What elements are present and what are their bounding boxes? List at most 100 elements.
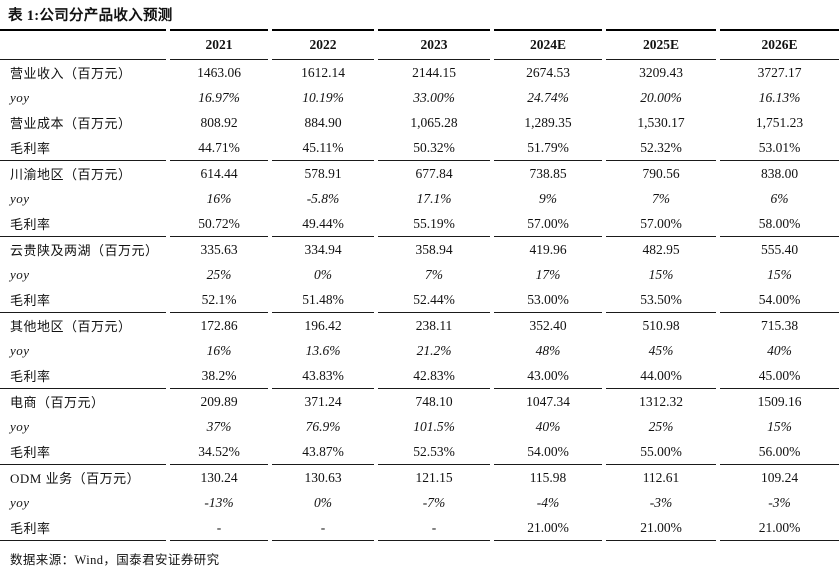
table-row: 毛利率 38.2% 43.83% 42.83% 43.00% 44.00% 45.00% — [0, 363, 839, 389]
table-cell: 44.00% — [606, 363, 716, 389]
table-cell: 37% — [206, 418, 232, 434]
row-label: 毛利率 — [0, 211, 166, 237]
table-cell: 43.00% — [494, 363, 602, 389]
table-cell: -4% — [536, 494, 560, 510]
table-cell: 352.40 — [529, 317, 567, 333]
header-empty-cell — [0, 29, 166, 60]
row-label: yoy — [10, 494, 30, 510]
table-cell: 109.24 — [760, 469, 799, 485]
table-cell: 3727.17 — [757, 64, 802, 80]
table-cell: 358.94 — [415, 241, 453, 257]
revenue-forecast-table: 2021 2022 2023 2024E 2025E 2026E 营业收入（百万元） 146… — [0, 29, 839, 541]
table-row: ODM 业务（百万元） 130.24 130.63 121.15 115.98 112.6… — [0, 465, 839, 490]
table-cell: 101.5% — [413, 418, 455, 434]
row-label: 川渝地区（百万元） — [10, 167, 132, 182]
table-cell: 17.1% — [416, 190, 452, 206]
table-row: yoy 16.97% 10.19% 33.00% 24.74% 20.00% 16.13% — [0, 85, 839, 110]
table-cell: 196.42 — [304, 317, 342, 333]
table-cell: 52.32% — [606, 135, 716, 161]
table-cell: 57.00% — [494, 211, 602, 237]
table-row: 毛利率 - - -21.00% 21.00% 21.00% — [0, 515, 839, 541]
table-row: yoy -13% 0% -7% -4% -3% -3% — [0, 490, 839, 515]
table-cell: 49.44% — [272, 211, 374, 237]
table-cell: 6% — [770, 190, 789, 206]
table-row: yoy 37% 76.9% 101.5% 40% 25% 15% — [0, 414, 839, 439]
table-row: yoy 16% -5.8% 17.1% 9% 7% 6% — [0, 186, 839, 211]
table-cell: 51.48% — [272, 287, 374, 313]
table-cell: 25% — [206, 266, 232, 282]
table-cell: 15% — [767, 418, 792, 434]
table-row: 营业收入（百万元） 1463.06 1612.14 2144.15 2674.53 320… — [0, 60, 839, 85]
table-cell: 57.00% — [606, 211, 716, 237]
table-cell: 510.98 — [642, 317, 680, 333]
table-cell: 121.15 — [415, 469, 453, 485]
table-cell: 172.86 — [200, 317, 238, 333]
table-cell: 482.95 — [642, 241, 680, 257]
table-cell: 1463.06 — [197, 64, 241, 80]
row-label: yoy — [10, 89, 30, 105]
table-cell: -3% — [768, 494, 791, 510]
table-cell: 1509.16 — [757, 393, 802, 409]
table-cell: 2674.53 — [526, 64, 570, 80]
row-label: 其他地区（百万元） — [10, 319, 132, 334]
row-label: 营业成本（百万元） — [10, 116, 132, 131]
header-row: 2021 2022 2023 2024E 2025E 2026E — [0, 29, 839, 60]
table-cell: 52.1% — [170, 287, 268, 313]
table-cell: 16.13% — [758, 89, 801, 105]
row-label: 电商（百万元） — [10, 395, 105, 410]
table-cell: 7% — [652, 190, 670, 206]
table-cell: 1,065.28 — [410, 114, 458, 130]
table-cell: 1,751.23 — [755, 114, 804, 130]
table-cell: 24.74% — [527, 89, 569, 105]
table-cell: 45.00% — [720, 363, 839, 389]
row-label: 毛利率 — [0, 363, 166, 389]
table-cell: 45.11% — [272, 135, 374, 161]
column-header: 2025E — [606, 29, 716, 60]
table-cell: 53.01% — [720, 135, 839, 161]
table-cell: - — [170, 515, 268, 541]
table-cell: 9% — [539, 190, 557, 206]
table-row: 毛利率 44.71% 45.11% 50.32% 51.79% 52.32% 53.01% — [0, 135, 839, 161]
table-cell: 371.24 — [304, 393, 342, 409]
table-cell: 21.00% — [606, 515, 716, 541]
table-cell: 15% — [648, 266, 674, 282]
table-cell: 1312.32 — [639, 393, 683, 409]
table-cell: 50.32% — [378, 135, 490, 161]
table-cell: 20.00% — [640, 89, 682, 105]
table-cell: 16.97% — [198, 89, 240, 105]
table-cell: -3% — [649, 494, 673, 510]
table-cell: 334.94 — [304, 241, 342, 257]
table-cell: 54.00% — [720, 287, 839, 313]
table-cell: 45% — [648, 342, 674, 358]
table-row: 毛利率 50.72% 49.44% 55.19% 57.00% 57.00% 58.00% — [0, 211, 839, 237]
table-row: yoy 25% 0% 7% 17% 15% 15% — [0, 262, 839, 287]
table-row: 其他地区（百万元） 172.86 196.42 238.11 352.40 510.98 7… — [0, 313, 839, 338]
table-cell: 44.71% — [170, 135, 268, 161]
table-row: 毛利率 52.1% 51.48% 52.44% 53.00% 53.50% 54.00% — [0, 287, 839, 313]
table-cell: 13.6% — [305, 342, 341, 358]
table-cell: 0% — [314, 266, 332, 282]
table-cell: 21.2% — [416, 342, 452, 358]
table-cell: 808.92 — [200, 114, 238, 130]
column-header: 2026E — [720, 29, 839, 60]
table-cell: 51.79% — [494, 135, 602, 161]
table-cell: 112.61 — [642, 469, 680, 485]
row-label: yoy — [10, 342, 30, 358]
table-cell: 43.83% — [272, 363, 374, 389]
table-cell: - — [272, 515, 374, 541]
table-cell: 238.11 — [415, 317, 453, 333]
data-source: 数据来源：Wind，国泰君安证券研究 — [10, 553, 220, 567]
row-label: 营业收入（百万元） — [10, 66, 132, 81]
table-cell: 42.83% — [378, 363, 490, 389]
table-row: 毛利率 34.52% 43.87% 52.53% 54.00% 55.00% 56.00% — [0, 439, 839, 465]
table-cell: 25% — [648, 418, 674, 434]
table-cell: 0% — [314, 494, 332, 510]
table-cell: 52.53% — [378, 439, 490, 465]
table-cell: 335.63 — [200, 241, 238, 257]
table-cell: 614.44 — [200, 165, 238, 181]
row-label: yoy — [10, 190, 30, 206]
table-cell: 53.00% — [494, 287, 602, 313]
table-cell: 748.10 — [415, 393, 453, 409]
row-label: yoy — [10, 418, 30, 434]
